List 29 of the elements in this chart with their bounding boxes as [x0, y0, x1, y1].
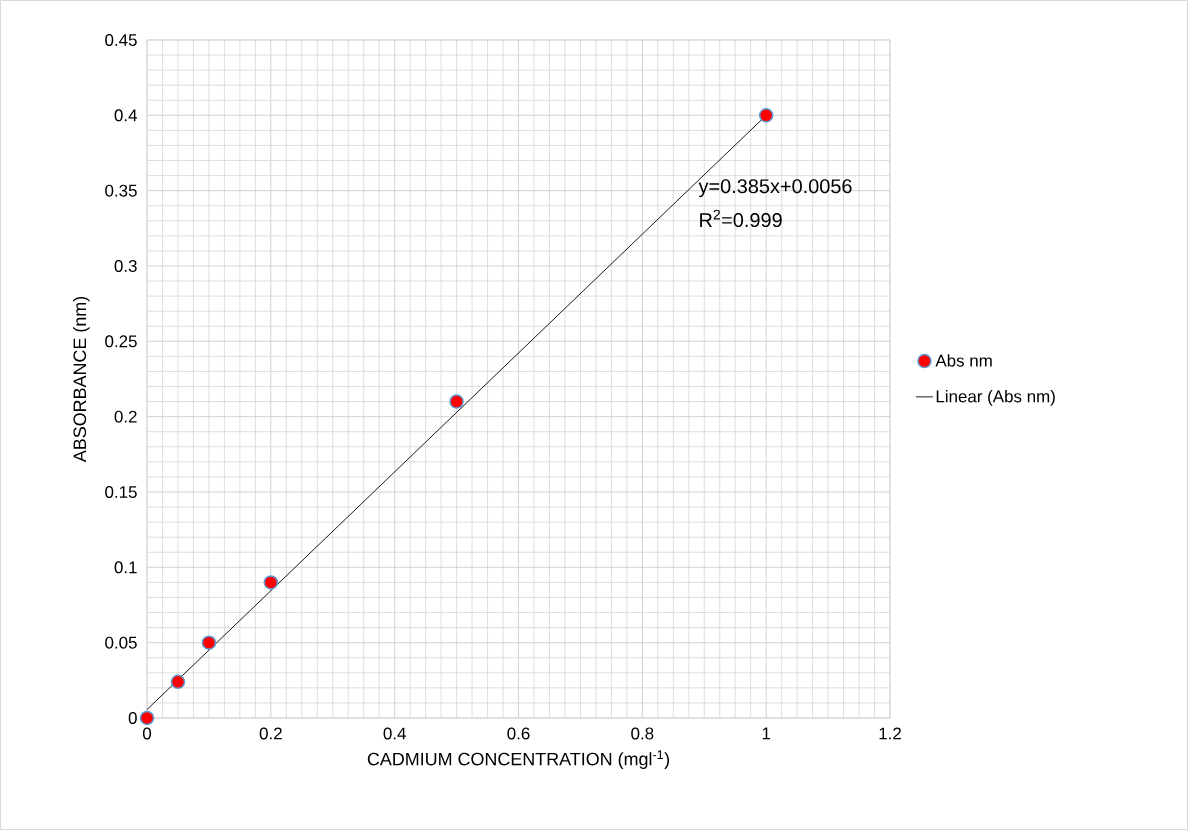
- point: [449, 394, 464, 409]
- point: [170, 674, 186, 690]
- point: [263, 575, 279, 590]
- x-tick-label: 0.8: [631, 727, 654, 740]
- x-tick-label: 0: [142, 727, 152, 740]
- y-tick-label: 0.05: [105, 636, 137, 649]
- x-axis-title: CADMIUM CONCENTRATION (mgl$^{-1}$): [367, 750, 669, 769]
- x-tick-label: 1.2: [879, 727, 901, 740]
- x-tick-label: 0.2: [259, 727, 282, 740]
- x-tick-label: 1: [762, 727, 771, 740]
- y-tick-label: 0.1: [114, 561, 137, 574]
- y-tick-label: 0.4: [114, 109, 137, 122]
- annotation: y=0.385x+0.0056: [698, 179, 852, 198]
- y-axis-title: ABSORBANCE (nm): [72, 296, 90, 463]
- point: [139, 710, 155, 726]
- y-tick-label: 0.45: [105, 33, 137, 46]
- x-tick-label: 0.4: [383, 727, 406, 740]
- point: [758, 108, 774, 123]
- legend-label: Abs nm: [935, 354, 992, 367]
- y-tick-label: 0.2: [114, 410, 137, 423]
- y-tick-label: 0.3: [114, 259, 137, 272]
- y-tick-label: 0.25: [105, 335, 137, 348]
- y-tick-label: 0.35: [105, 184, 137, 197]
- legend-label: Linear (Abs nm): [936, 389, 1055, 406]
- x-tick-label: 0.6: [507, 727, 530, 740]
- annotation: R$^{2}$=0.999: [700, 209, 782, 228]
- point: [201, 635, 217, 650]
- y-tick-label: 0: [128, 711, 137, 724]
- y-tick-label: 0.15: [105, 485, 137, 498]
